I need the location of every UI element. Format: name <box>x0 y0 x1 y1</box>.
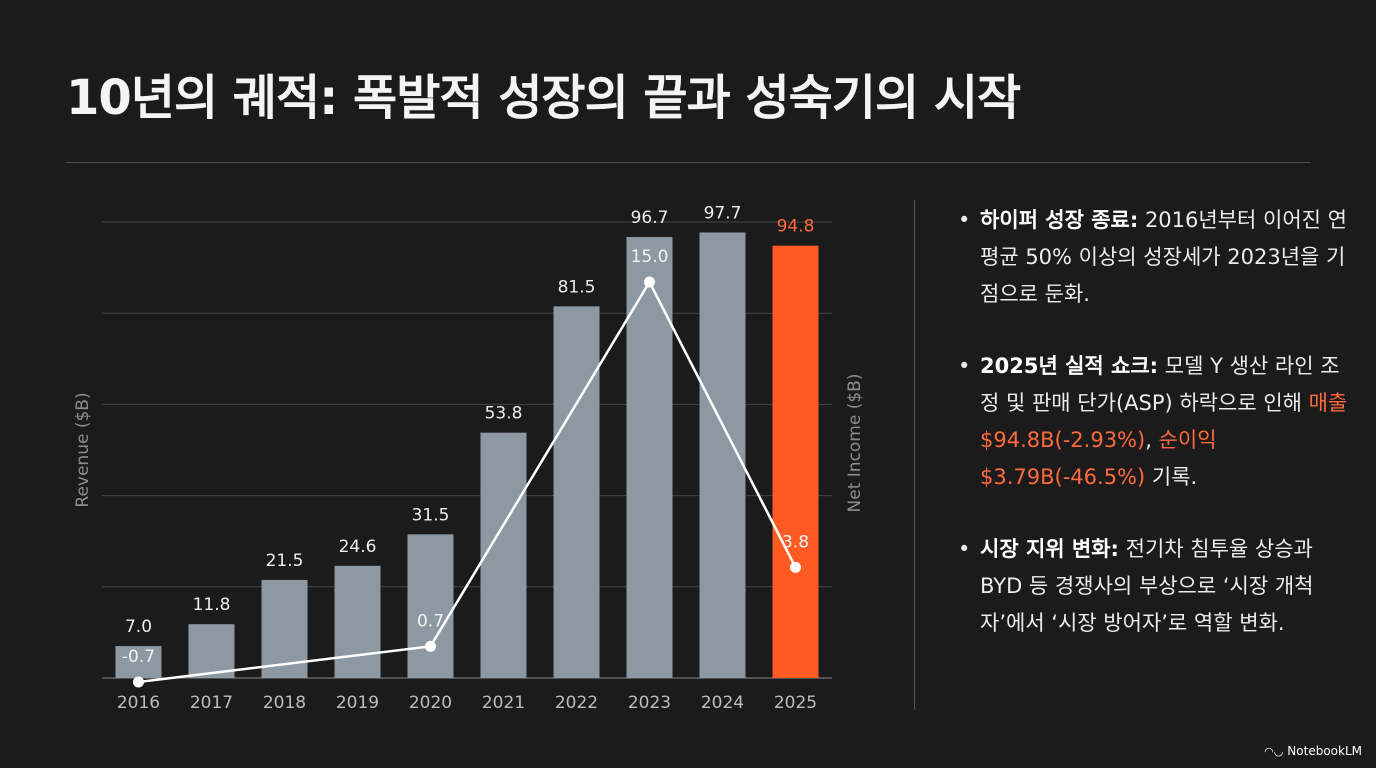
bar-2019 <box>334 565 381 678</box>
y2-axis-label: Net Income ($B) <box>845 374 865 513</box>
page-title: 10년의 궤적: 폭발적 성장의 끝과 성숙기의 시작 <box>66 70 1021 126</box>
bar-2025 <box>772 245 819 678</box>
bullet-text: 전기차 침투율 상승과 BYD 등 경쟁사의 부상으로 ‘시장 개척자’에서 ‘… <box>980 537 1314 635</box>
bar-value-label: 53.8 <box>485 404 523 424</box>
x-tick-label: 2023 <box>628 693 671 713</box>
bar-2021 <box>480 432 527 678</box>
bullet-marker: • <box>958 354 971 378</box>
net-income-label: -0.7 <box>122 647 155 667</box>
bar-2023 <box>626 237 673 678</box>
bar-2017 <box>188 624 235 678</box>
bar-value-label: 24.6 <box>339 537 377 557</box>
bullet-item: • 하이퍼 성장 종료: 2016년부터 이어진 연평균 50% 이상의 성장세가… <box>958 202 1358 313</box>
bullet-text: , <box>1145 428 1159 452</box>
bullet-text: 모델 Y 생산 라인 조정 및 판매 단가(ASP) 하락으로 인해 <box>980 354 1340 415</box>
x-tick-label: 2018 <box>263 693 306 713</box>
section-divider <box>914 200 915 710</box>
net-income-label: 0.7 <box>417 611 444 631</box>
x-tick-label: 2019 <box>336 693 379 713</box>
bar-value-label: 96.7 <box>631 208 669 228</box>
brand-watermark: ◠◡ NotebookLM <box>1264 744 1362 758</box>
bar-2016 <box>115 646 162 678</box>
x-tick-label: 2025 <box>774 693 817 713</box>
bullet-item: • 시장 지위 변화: 전기차 침투율 상승과 BYD 등 경쟁사의 부상으로 ‘… <box>958 531 1358 642</box>
bullet-text: 기록. <box>1145 465 1198 489</box>
x-tick-label: 2017 <box>190 693 233 713</box>
bar-value-label: 81.5 <box>558 277 596 297</box>
net-income-point-2023 <box>644 276 655 288</box>
bullet-marker: • <box>958 537 971 561</box>
x-tick-label: 2022 <box>555 693 598 713</box>
bullet-marker: • <box>958 208 971 232</box>
highlighted-figure: 순이익 $3.79B(-46.5%) <box>980 428 1217 489</box>
net-income-label: 15.0 <box>631 247 669 267</box>
brand-name: NotebookLM <box>1287 744 1362 758</box>
bullet-heading: 하이퍼 성장 종료: <box>980 208 1139 232</box>
bar-2022 <box>553 306 600 678</box>
bar-value-label: 11.8 <box>193 595 231 615</box>
key-points-list: • 하이퍼 성장 종료: 2016년부터 이어진 연평균 50% 이상의 성장세가… <box>958 202 1358 677</box>
net-income-point-2016 <box>133 676 144 688</box>
bullet-heading: 2025년 실적 쇼크: <box>980 354 1159 378</box>
highlighted-figure: 매출 $94.8B(-2.93%) <box>980 391 1348 452</box>
notebooklm-icon: ◠◡ <box>1264 745 1284 758</box>
x-tick-label: 2020 <box>409 693 452 713</box>
bar-value-label: 31.5 <box>412 505 450 525</box>
x-tick-label: 2024 <box>701 693 744 713</box>
bar-value-label: 21.5 <box>266 551 304 571</box>
x-tick-label: 2021 <box>482 693 525 713</box>
bar-value-label: 7.0 <box>125 617 152 637</box>
net-income-point-2025 <box>790 561 801 573</box>
x-tick-label: 2016 <box>117 693 160 713</box>
revenue-net-income-chart: Revenue ($B) Net Income ($B) 7.0 2016 11.8 20… <box>73 203 865 713</box>
bar-value-label: 97.7 <box>704 203 742 223</box>
net-income-line <box>138 279 797 684</box>
y-axis-label: Revenue ($B) <box>73 392 93 507</box>
bullet-item: • 2025년 실적 쇼크: 모델 Y 생산 라인 조정 및 판매 단가(ASP)… <box>958 348 1358 496</box>
bar-2020 <box>407 534 454 678</box>
bar-value-label: 94.8 <box>777 217 815 237</box>
net-income-label: 3.8 <box>782 532 809 552</box>
title-divider <box>66 162 1311 163</box>
bullet-text: 2016년부터 이어진 연평균 50% 이상의 성장세가 2023년을 기점으로… <box>980 208 1347 306</box>
bullet-heading: 시장 지위 변화: <box>980 537 1119 561</box>
net-income-point-2020 <box>425 640 436 652</box>
